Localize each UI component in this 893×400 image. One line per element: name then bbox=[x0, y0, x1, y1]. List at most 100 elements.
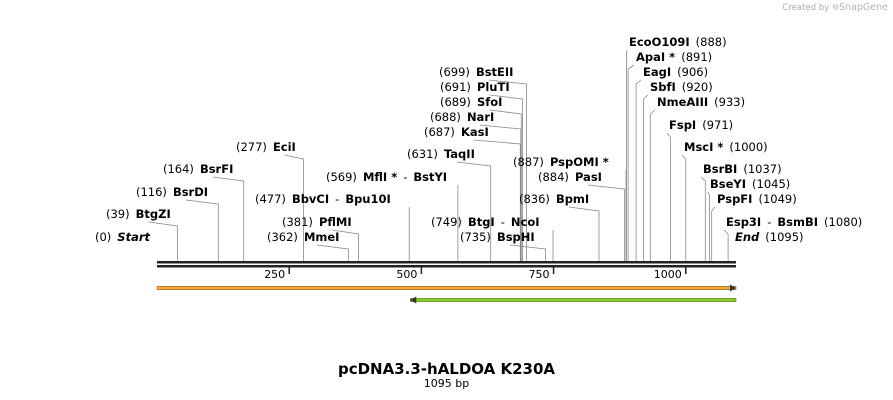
site-label[interactable]: (39) BtgZI bbox=[106, 207, 171, 221]
site-position: (1049) bbox=[758, 192, 796, 206]
site-label-text: (687) KasI bbox=[424, 125, 489, 139]
site-label[interactable]: (699) BstEII bbox=[439, 65, 513, 79]
site-label-text: (735) BspHI bbox=[460, 230, 535, 244]
site-label-text: BseYI (1045) bbox=[710, 177, 790, 191]
enzyme-name: PspFI bbox=[717, 192, 752, 206]
site-position: (569) bbox=[326, 170, 357, 184]
site-label-text: (884) PasI bbox=[538, 170, 602, 184]
site-label-text: SbfI (920) bbox=[650, 80, 713, 94]
site-label[interactable]: NmeAIII (933) bbox=[657, 95, 745, 109]
site-label-text: NmeAIII (933) bbox=[657, 95, 745, 109]
created-by-text: Created by bbox=[782, 3, 830, 13]
site-label[interactable]: End (1095) bbox=[735, 230, 804, 244]
enzyme-name: Start bbox=[117, 230, 150, 244]
site-leader-line bbox=[700, 176, 706, 261]
site-label[interactable]: (164) BsrFI bbox=[163, 162, 233, 176]
enzyme-name: BstEII bbox=[476, 65, 514, 79]
site-leader-lines bbox=[148, 49, 729, 261]
site-label-text: (699) BstEII bbox=[439, 65, 513, 79]
site-leader-line bbox=[148, 221, 179, 261]
site-label-text: (477) BbvCI - Bpu10I bbox=[255, 192, 391, 206]
site-label-text: End (1095) bbox=[735, 230, 804, 244]
site-separator: - bbox=[403, 170, 407, 184]
site-position: (699) bbox=[439, 65, 470, 79]
site-position: (687) bbox=[424, 125, 455, 139]
enzyme-name: MscI * bbox=[684, 140, 723, 154]
enzyme-name: PasI bbox=[575, 170, 602, 184]
site-label[interactable]: (381) PflMI bbox=[282, 215, 352, 229]
site-label[interactable]: SbfI (920) bbox=[650, 80, 713, 94]
site-position: (884) bbox=[538, 170, 569, 184]
site-label[interactable]: (691) PluTI bbox=[440, 80, 510, 94]
site-labels: (0) Start (39) BtgZI (116) BsrDI (164) BsrFI(27… bbox=[95, 35, 862, 244]
site-position: (1037) bbox=[743, 162, 781, 176]
site-separator: - bbox=[767, 215, 771, 229]
snapgene-branding: Created by ❁SnapGene bbox=[782, 2, 888, 13]
enzyme-name: EcoO109I bbox=[629, 35, 690, 49]
site-label[interactable]: MscI * (1000) bbox=[684, 140, 768, 154]
site-leader-line bbox=[627, 64, 635, 261]
site-label[interactable]: (362) MmeI bbox=[267, 230, 339, 244]
feature-green-feature[interactable] bbox=[410, 296, 737, 304]
enzyme-name: SbfI bbox=[650, 80, 676, 94]
enzyme-name: BsrDI bbox=[173, 185, 208, 199]
site-label[interactable]: Esp3I - BsmBI (1080) bbox=[726, 215, 862, 229]
enzyme-name: Bpu10I bbox=[345, 192, 390, 206]
site-label[interactable]: (477) BbvCI - Bpu10I bbox=[255, 192, 391, 206]
site-label[interactable]: BsrBI (1037) bbox=[703, 162, 782, 176]
enzyme-name: KasI bbox=[461, 125, 489, 139]
site-label-text: ApaI * (891) bbox=[636, 50, 712, 64]
site-position: (39) bbox=[106, 207, 130, 221]
site-label-text: (691) PluTI bbox=[440, 80, 510, 94]
feature-orange-feature[interactable] bbox=[156, 284, 737, 292]
enzyme-name: FspI bbox=[669, 118, 696, 132]
site-label[interactable]: FspI (971) bbox=[669, 118, 733, 132]
site-label[interactable]: (689) SfoI bbox=[440, 95, 502, 109]
site-leader-line bbox=[666, 132, 671, 261]
site-label[interactable]: (569) MflI * - BstYI bbox=[326, 170, 447, 184]
site-leader-line bbox=[479, 124, 522, 261]
site-leader-line bbox=[331, 229, 359, 261]
site-label[interactable]: (735) BspHI bbox=[460, 230, 535, 244]
site-position: (888) bbox=[696, 35, 727, 49]
site-leader-line bbox=[456, 161, 492, 261]
site-label[interactable]: (687) KasI bbox=[424, 125, 489, 139]
features bbox=[156, 284, 737, 304]
site-label[interactable]: PspFI (1049) bbox=[717, 192, 797, 206]
site-leader-line bbox=[711, 206, 716, 261]
site-label-text: (569) MflI * - BstYI bbox=[326, 170, 447, 184]
site-label[interactable]: (884) PasI bbox=[538, 170, 602, 184]
site-position: (887) bbox=[513, 155, 544, 169]
site-separator: - bbox=[501, 215, 505, 229]
site-label[interactable]: EcoO109I (888) bbox=[629, 35, 727, 49]
site-label[interactable]: (0) Start bbox=[95, 230, 151, 244]
site-position: (477) bbox=[255, 192, 286, 206]
site-label[interactable]: (887) PspOMI * bbox=[513, 155, 609, 169]
site-label-text: (689) SfoI bbox=[440, 95, 502, 109]
site-leader-line bbox=[488, 79, 527, 261]
axis-tick-label-250: 250 bbox=[264, 268, 285, 281]
site-label[interactable]: (836) BpmI bbox=[519, 192, 589, 206]
site-position: (735) bbox=[460, 230, 491, 244]
site-leader-line bbox=[626, 49, 628, 261]
enzyme-name: BspHI bbox=[497, 230, 535, 244]
axis-tick-label-500: 500 bbox=[396, 268, 417, 281]
site-label[interactable]: ApaI * (891) bbox=[636, 50, 712, 64]
site-label[interactable]: (277) EciI bbox=[236, 140, 296, 154]
enzyme-name: BsmBI bbox=[777, 215, 818, 229]
snapgene-wordmark: SnapGene bbox=[839, 2, 888, 13]
site-leader-line bbox=[635, 79, 642, 261]
site-label-text: MscI * (1000) bbox=[684, 140, 768, 154]
site-label[interactable]: EagI (906) bbox=[643, 65, 708, 79]
feature-arrowhead bbox=[410, 296, 417, 304]
site-position: (1080) bbox=[824, 215, 862, 229]
site-leader-line bbox=[723, 229, 729, 261]
site-label[interactable]: (116) BsrDI bbox=[136, 185, 208, 199]
enzyme-name: ApaI * bbox=[636, 50, 675, 64]
site-label[interactable]: (749) BtgI - NcoI bbox=[431, 215, 540, 229]
site-position: (691) bbox=[440, 80, 471, 94]
site-label[interactable]: (631) TaqII bbox=[407, 147, 475, 161]
site-label[interactable]: BseYI (1045) bbox=[710, 177, 790, 191]
site-label[interactable]: (688) NarI bbox=[430, 110, 494, 124]
